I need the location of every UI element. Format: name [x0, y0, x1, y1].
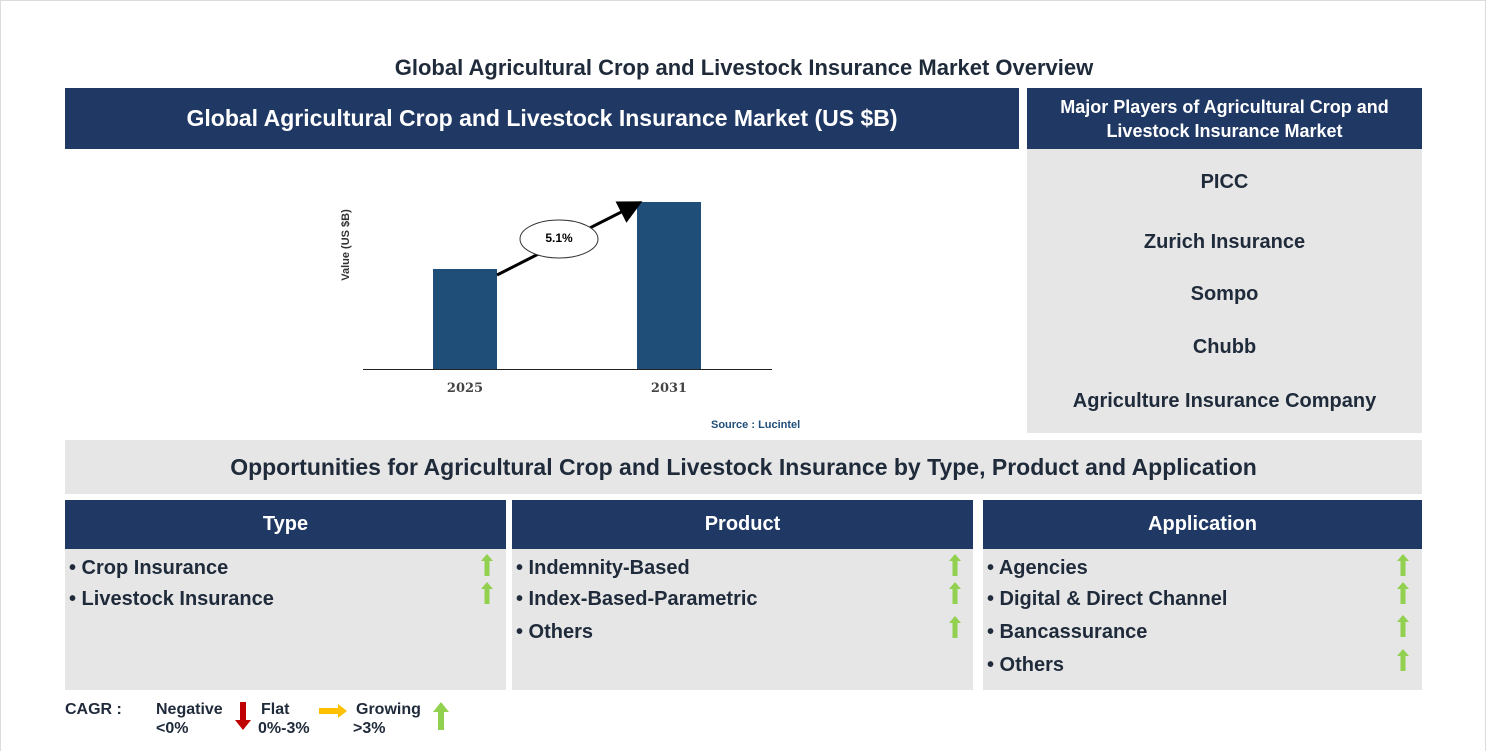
column-application: • Agencies • Digital & Direct Channel • … — [983, 549, 1422, 690]
list-item: • Livestock Insurance — [69, 588, 274, 610]
list-item: • Others — [516, 621, 594, 643]
source-label: Source : Lucintel — [711, 419, 801, 431]
list-item: • Digital & Direct Channel — [987, 588, 1228, 610]
legend-growing-name: Growing — [356, 701, 421, 718]
bar-chart: Value (US $B) 2025 2031 5.1% Source : Lu… — [331, 151, 831, 436]
x-tick-2025: 2025 — [446, 381, 484, 396]
growing-arrow-icon — [949, 554, 961, 576]
growth-arrow-icon — [496, 201, 643, 277]
list-item: • Indemnity-Based — [516, 557, 690, 579]
legend-flat-name: Flat — [261, 701, 290, 718]
legend-growing-range: >3% — [353, 720, 386, 737]
opportunities-banner: Opportunities for Agricultural Crop and … — [65, 440, 1422, 494]
list-item: • Agencies — [987, 557, 1088, 579]
growing-arrow-icon — [1397, 615, 1409, 637]
bar-2025 — [433, 269, 497, 369]
page-title: Global Agricultural Crop and Livestock I… — [394, 55, 1094, 80]
growing-arrow-icon — [949, 616, 961, 638]
list-item: • Index-Based-Parametric — [516, 588, 758, 610]
column-header-application: Application — [983, 500, 1422, 549]
cagr-annotation: 5.1% — [545, 231, 573, 245]
legend-flat-range: 0%-3% — [258, 720, 310, 737]
list-item: • Bancassurance — [987, 621, 1148, 643]
player-item: Chubb — [1192, 336, 1257, 358]
cagr-legend: CAGR : Negative <0% Flat 0%-3% Growing >… — [65, 700, 485, 744]
player-item: Sompo — [1190, 283, 1259, 305]
legend-label: CAGR : — [65, 701, 122, 718]
column-product: • Indemnity-Based • Index-Based-Parametr… — [512, 549, 973, 690]
growing-arrow-icon — [481, 554, 493, 576]
list-item: • Crop Insurance — [69, 557, 229, 579]
negative-arrow-icon — [235, 702, 251, 730]
column-header-type: Type — [65, 500, 506, 549]
growing-arrow-icon — [481, 582, 493, 604]
bar-2031 — [637, 202, 701, 369]
column-header-product: Product — [512, 500, 973, 549]
players-header: Major Players of Agricultural Crop and L… — [1027, 88, 1422, 149]
player-item: PICC — [1200, 171, 1249, 193]
players-list: PICC Zurich Insurance Sompo Chubb Agricu… — [1027, 149, 1422, 433]
player-item: Agriculture Insurance Company — [1072, 390, 1377, 412]
player-item: Zurich Insurance — [1143, 231, 1306, 253]
legend-negative-name: Negative — [156, 701, 223, 718]
chart-panel-header: Global Agricultural Crop and Livestock I… — [65, 88, 1019, 149]
growing-arrow-icon — [1397, 649, 1409, 671]
growing-arrow-icon — [949, 582, 961, 604]
legend-negative-range: <0% — [156, 720, 189, 737]
flat-arrow-icon — [319, 704, 347, 718]
x-axis-line — [363, 369, 772, 370]
growing-arrow-icon — [1397, 582, 1409, 604]
x-tick-2031: 2031 — [650, 381, 688, 396]
growing-arrow-icon — [433, 702, 449, 730]
list-item: • Others — [987, 654, 1065, 676]
growing-arrow-icon — [1397, 554, 1409, 576]
column-type: • Crop Insurance • Livestock Insurance — [65, 549, 506, 690]
